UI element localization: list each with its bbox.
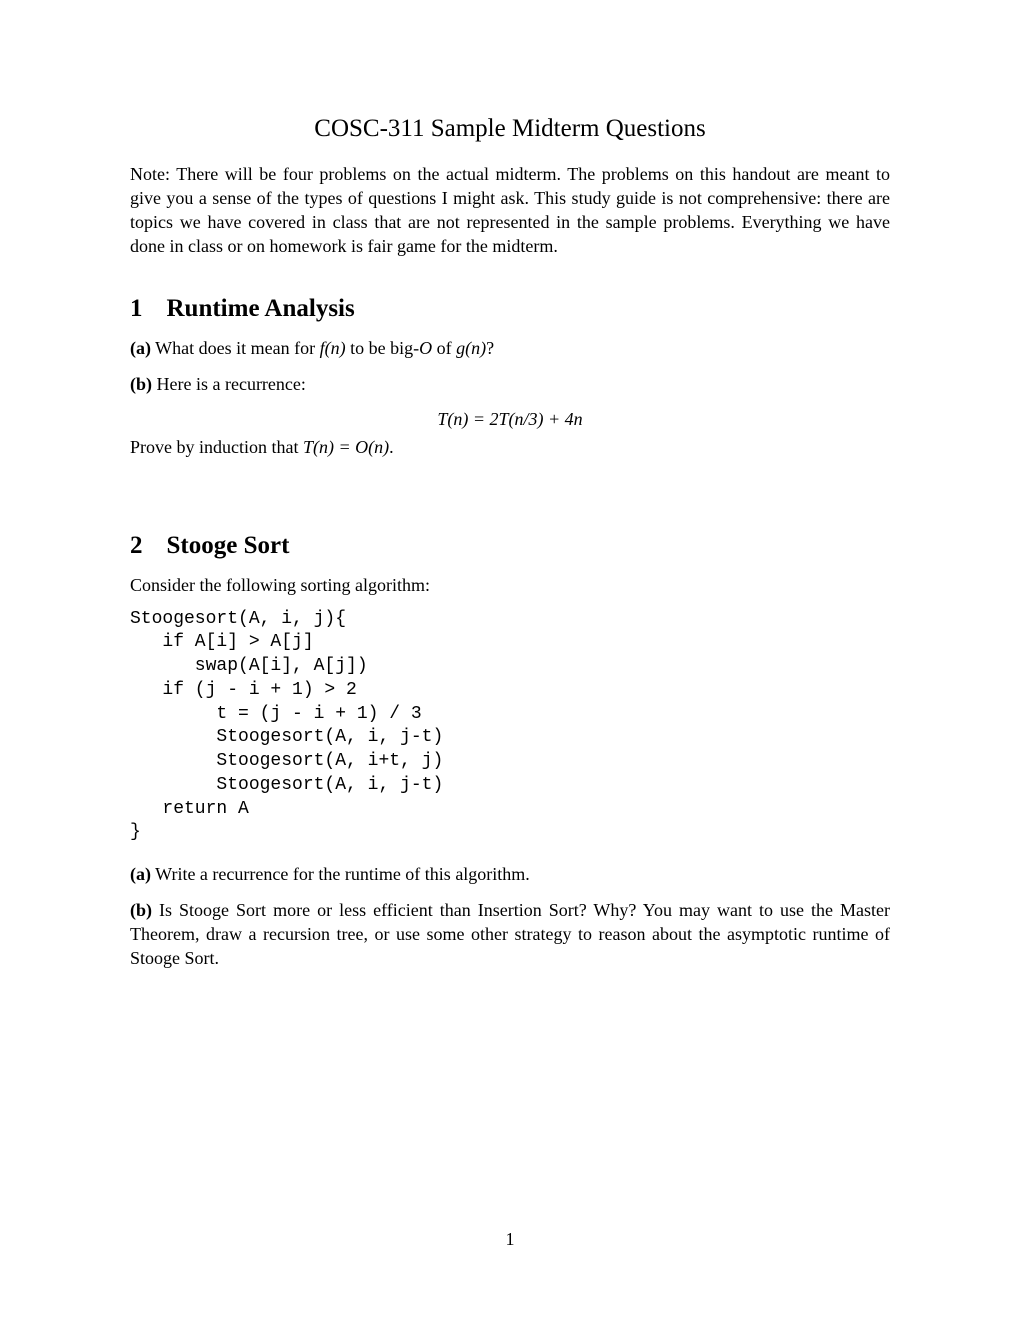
math-expr: g(n) — [456, 338, 486, 358]
intro-note: Note: There will be four problems on the… — [130, 163, 890, 259]
question-text: . — [389, 437, 394, 457]
section-1-heading: 1 Runtime Analysis — [130, 295, 890, 323]
document-title: COSC-311 Sample Midterm Questions — [130, 115, 890, 143]
section-2-intro: Consider the following sorting algorithm… — [130, 574, 890, 598]
question-text: What does it mean for — [151, 338, 320, 358]
section-2-title: Stooge Sort — [167, 532, 290, 559]
math-expr: O — [419, 338, 432, 358]
recurrence-equation: T(n) = 2T(n/3) + 4n — [130, 409, 890, 430]
section-1-number: 1 — [130, 295, 143, 323]
question-text: of — [432, 338, 456, 358]
question-text: ? — [486, 338, 494, 358]
question-label: (a) — [130, 338, 151, 358]
section-2-heading: 2 Stooge Sort — [130, 532, 890, 560]
math-expr: f(n) — [320, 338, 346, 358]
section-1-question-a: (a) What does it mean for f(n) to be big… — [130, 337, 890, 361]
math-expr: T(n) = O(n) — [303, 437, 389, 457]
section-1-title: Runtime Analysis — [167, 295, 355, 322]
section-1-prove: Prove by induction that T(n) = O(n). — [130, 436, 890, 460]
question-text: to be big- — [346, 338, 420, 358]
question-text: Prove by induction that — [130, 437, 303, 457]
question-label: (b) — [130, 374, 152, 394]
question-text: Write a recurrence for the runtime of th… — [151, 864, 530, 884]
question-text: Is Stooge Sort more or less efficient th… — [130, 900, 890, 968]
section-2-number: 2 — [130, 532, 143, 560]
stoogesort-code: Stoogesort(A, i, j){ if A[i] > A[j] swap… — [130, 608, 890, 846]
page-number: 1 — [0, 1229, 1020, 1250]
question-label: (b) — [130, 900, 152, 920]
section-1-question-b: (b) Here is a recurrence: — [130, 373, 890, 397]
page: COSC-311 Sample Midterm Questions Note: … — [0, 0, 1020, 1320]
section-2-question-b: (b) Is Stooge Sort more or less efficien… — [130, 899, 890, 971]
section-2-question-a: (a) Write a recurrence for the runtime o… — [130, 863, 890, 887]
question-label: (a) — [130, 864, 151, 884]
question-text: Here is a recurrence: — [152, 374, 306, 394]
